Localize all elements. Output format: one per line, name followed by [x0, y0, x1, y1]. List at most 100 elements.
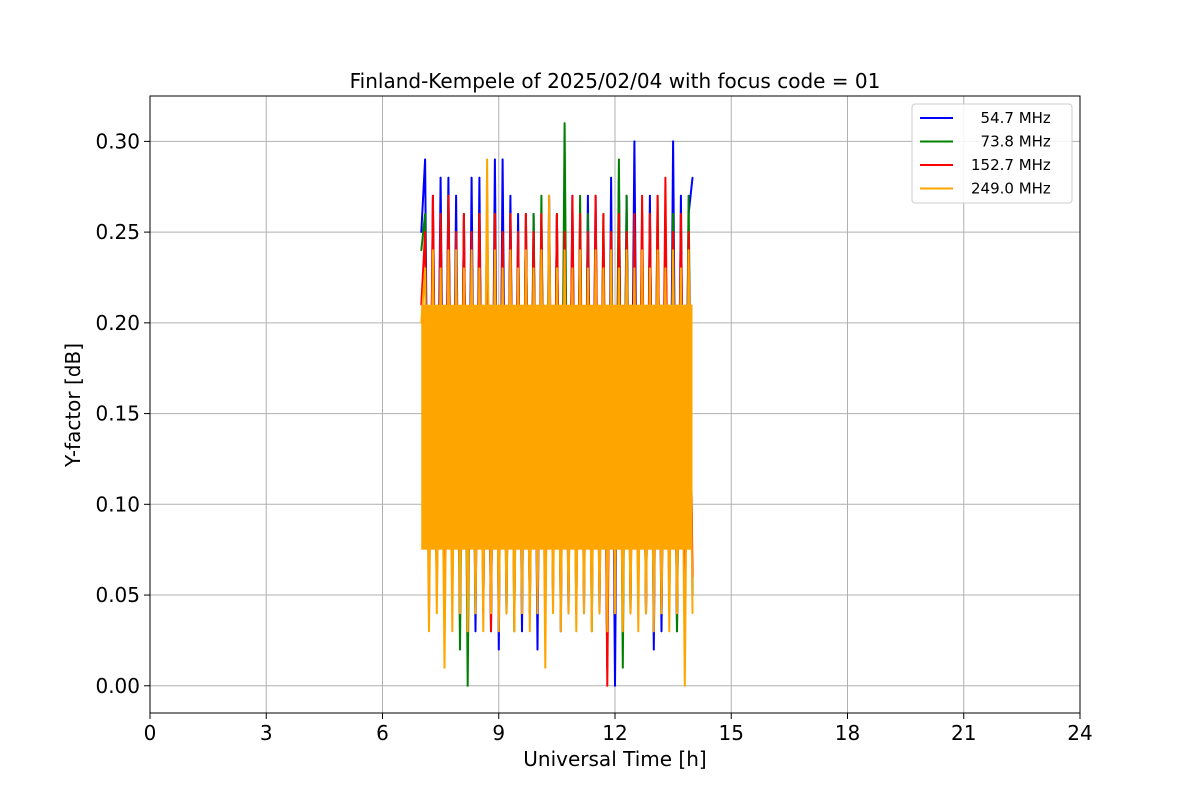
series-4-point: [563, 249, 566, 252]
series-1-point: [652, 648, 655, 651]
series-4-point: [424, 267, 426, 270]
x-tick-label: 24: [1067, 721, 1092, 745]
series-4-point: [668, 630, 671, 633]
series-3-point: [680, 213, 682, 215]
series-4-point: [652, 630, 655, 633]
series-3-point: [649, 213, 651, 215]
series-1-point: [501, 158, 504, 161]
series-2-point: [532, 213, 535, 215]
series-2-point: [540, 194, 543, 197]
series-4-point: [664, 267, 667, 270]
series-4-point: [548, 194, 550, 197]
x-tick-label: 18: [835, 721, 860, 745]
series-3-point: [587, 231, 589, 234]
series-2-point: [466, 684, 469, 687]
series-4-point: [676, 612, 678, 615]
series-4-point: [649, 267, 651, 270]
x-tick-label: 12: [602, 721, 627, 745]
legend-frame: [911, 103, 1073, 204]
series-4-point: [660, 612, 663, 615]
series-4-point: [641, 249, 643, 252]
series-4-point: [614, 612, 616, 615]
series-4-point: [567, 612, 570, 615]
x-tick-label: 21: [951, 721, 976, 745]
series-1-point: [455, 194, 457, 197]
series-3-point: [509, 213, 512, 215]
series-3-point: [470, 231, 473, 234]
series-2-point: [621, 666, 624, 669]
series-2-point: [563, 122, 566, 125]
series-4-point: [606, 630, 609, 633]
y-tick-label: 0.05: [95, 583, 140, 607]
y-tick-label: 0.00: [95, 674, 140, 698]
series-4-point: [625, 249, 628, 252]
series-1-point: [521, 630, 523, 633]
series-4-point: [525, 249, 527, 252]
series-1-point: [478, 176, 481, 179]
series-3-point: [579, 213, 581, 215]
series-1-point: [649, 194, 651, 197]
series-2-point: [587, 213, 589, 215]
series-4-point: [532, 267, 535, 270]
series-1-point: [610, 176, 612, 179]
series-4-point: [540, 249, 543, 252]
series-1-point: [474, 630, 477, 633]
series-1-point: [614, 684, 616, 687]
y-axis-title: Y-factor [dB]: [61, 343, 85, 468]
y-tick-label: 0.15: [95, 402, 140, 426]
y-axis: 0.00 0.05 0.10 0.15 0.20 0.25 0.30: [95, 129, 150, 698]
series-2-point: [420, 249, 423, 252]
series-3-point: [517, 231, 519, 234]
series-4-point: [466, 630, 469, 633]
series-4-point: [474, 612, 477, 615]
series-1-point: [447, 176, 450, 179]
series-4-point: [482, 630, 485, 633]
series-3-point: [463, 213, 465, 215]
series-3-point: [633, 213, 636, 215]
series-1-point: [587, 194, 589, 197]
series-4-point: [602, 267, 605, 270]
series-3-point: [490, 630, 492, 633]
series-4-point: [544, 666, 547, 669]
series-4-point: [633, 267, 636, 270]
series-group: [420, 122, 694, 687]
series-4-point: [447, 249, 450, 252]
series-1-point: [660, 630, 663, 633]
series-4-point: [428, 630, 430, 633]
series-4-point: [556, 267, 558, 270]
series-2-point: [459, 648, 461, 651]
series-4-point: [656, 249, 659, 252]
legend-label-1: 54.7 MHz: [971, 109, 1051, 127]
series-1-point: [424, 158, 426, 161]
series-2-point: [424, 213, 426, 215]
series-4-point: [521, 612, 523, 615]
series-4-point: [583, 612, 585, 615]
series-4-point: [513, 630, 516, 633]
x-tick-label: 0: [144, 721, 157, 745]
series-3-point: [594, 194, 597, 197]
x-axis: 0 3 6 9 12 15 18 21 24: [144, 713, 1093, 745]
series-4-point: [494, 249, 496, 252]
series-3-point: [455, 231, 457, 234]
y-tick-label: 0.10: [95, 492, 140, 516]
series-4-point: [478, 267, 481, 270]
series-4-point: [680, 267, 682, 270]
series-1-point: [536, 648, 539, 651]
series-1-point: [517, 213, 519, 215]
series-3-point: [641, 194, 643, 197]
series-1-point: [672, 140, 674, 143]
y-tick-label: 0.30: [95, 129, 140, 153]
series-4-point: [432, 249, 434, 252]
series-4-point: [463, 267, 465, 270]
series-4-point: [470, 249, 473, 252]
series-4-point: [598, 612, 601, 615]
series-4-point: [683, 684, 686, 687]
series-4-point: [590, 630, 593, 633]
series-4-point: [645, 612, 647, 615]
legend-label-4: 249.0 MHz: [971, 180, 1051, 198]
legend: 54.7 MHz 73.8 MHz 152.7 MHz 249.0 MHz: [911, 103, 1073, 204]
series-4-point: [459, 612, 461, 615]
series-4-point: [528, 630, 531, 633]
series-4-point: [672, 249, 674, 252]
x-tick-label: 6: [376, 721, 389, 745]
